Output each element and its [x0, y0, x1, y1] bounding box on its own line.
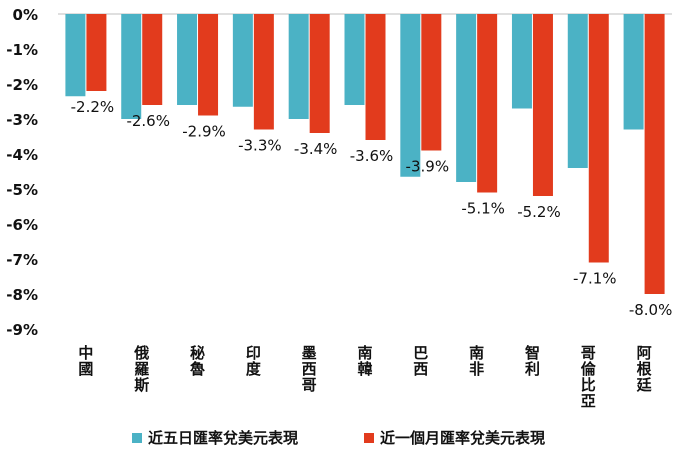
category-label: 比 — [581, 376, 596, 394]
category-label: 中 — [78, 344, 93, 362]
category-label: 羅 — [134, 360, 149, 378]
y-tick-label: -4% — [6, 146, 38, 164]
y-tick-label: -3% — [6, 111, 38, 129]
y-tick-label: -9% — [6, 321, 38, 339]
category-label: 利 — [525, 360, 540, 378]
category-label: 非 — [469, 360, 484, 378]
bar-five-day — [344, 14, 365, 105]
category-label: 印 — [246, 344, 261, 362]
category-label: 巴 — [413, 344, 428, 362]
bar-five-day — [623, 14, 644, 130]
legend: 近五日匯率兌美元表現 近一個月匯率兌美元表現 — [132, 429, 545, 447]
bar-one-month — [365, 14, 386, 140]
bar-one-month — [198, 14, 219, 116]
category-label: 智 — [525, 344, 540, 362]
category-label: 阿 — [637, 344, 652, 362]
data-label: -3.6% — [350, 147, 394, 165]
bar-one-month — [253, 14, 274, 130]
data-label: -2.2% — [71, 98, 115, 116]
category-label: 西 — [413, 360, 428, 378]
category-label: 西 — [302, 360, 317, 378]
data-label-layer: -2.2% -2.6% -2.9% -3.3% -3.4% -3.6% -3.9% -5.1%… — [71, 98, 673, 319]
category-label: 亞 — [581, 392, 596, 410]
legend-label: 近一個月匯率兌美元表現 — [380, 429, 545, 447]
bar-five-day — [232, 14, 253, 107]
category-label: 南 — [469, 344, 484, 362]
data-label: -3.9% — [406, 158, 450, 176]
category-label: 俄 — [133, 344, 149, 362]
data-label: -2.9% — [182, 123, 226, 141]
bar-five-day — [400, 14, 421, 177]
category-label: 哥 — [302, 376, 317, 394]
category-label: 度 — [246, 360, 262, 378]
bar-five-day — [511, 14, 532, 109]
category-label: 國 — [78, 360, 93, 378]
bar-one-month — [477, 14, 498, 193]
bar-one-month — [644, 14, 665, 294]
bar-five-day — [177, 14, 198, 105]
category-label: 秘 — [190, 344, 205, 362]
bar-five-day — [288, 14, 309, 119]
data-label: -5.2% — [517, 203, 561, 221]
category-label: 根 — [637, 360, 652, 378]
category-label: 魯 — [189, 360, 205, 378]
data-label: -7.1% — [573, 270, 617, 288]
bar-one-month — [588, 14, 609, 263]
bar-one-month — [142, 14, 163, 105]
data-label: -3.3% — [238, 137, 282, 155]
y-tick-label: -5% — [6, 181, 38, 199]
y-tick-label: -8% — [6, 286, 38, 304]
bar-layer — [65, 14, 665, 294]
category-label: 墨 — [302, 344, 317, 362]
y-tick-label: -1% — [6, 41, 38, 59]
bar-one-month — [309, 14, 330, 133]
y-tick-label: 0% — [13, 6, 38, 24]
category-label: 哥 — [581, 344, 596, 362]
category-label: 倫 — [581, 360, 597, 378]
bar-one-month — [86, 14, 107, 91]
legend-label: 近五日匯率兌美元表現 — [148, 429, 298, 447]
bar-five-day — [456, 14, 477, 182]
y-tick-label: -6% — [6, 216, 38, 234]
bar-one-month — [421, 14, 442, 151]
legend-swatch — [364, 433, 374, 443]
category-label: 南 — [357, 344, 372, 362]
category-label: 廷 — [636, 376, 653, 394]
bar-one-month — [532, 14, 553, 196]
category-label: 斯 — [134, 376, 149, 394]
bar-five-day — [121, 14, 142, 119]
y-tick-label: -2% — [6, 76, 38, 94]
legend-swatch — [132, 433, 142, 443]
data-label: -8.0% — [629, 301, 673, 319]
category-label: 韓 — [357, 360, 372, 378]
bar-five-day — [65, 14, 86, 97]
data-label: -2.6% — [126, 112, 170, 130]
bar-five-day — [567, 14, 588, 168]
data-label: -3.4% — [294, 140, 338, 158]
data-label: -5.1% — [461, 200, 505, 218]
y-tick-label: -7% — [6, 251, 38, 269]
